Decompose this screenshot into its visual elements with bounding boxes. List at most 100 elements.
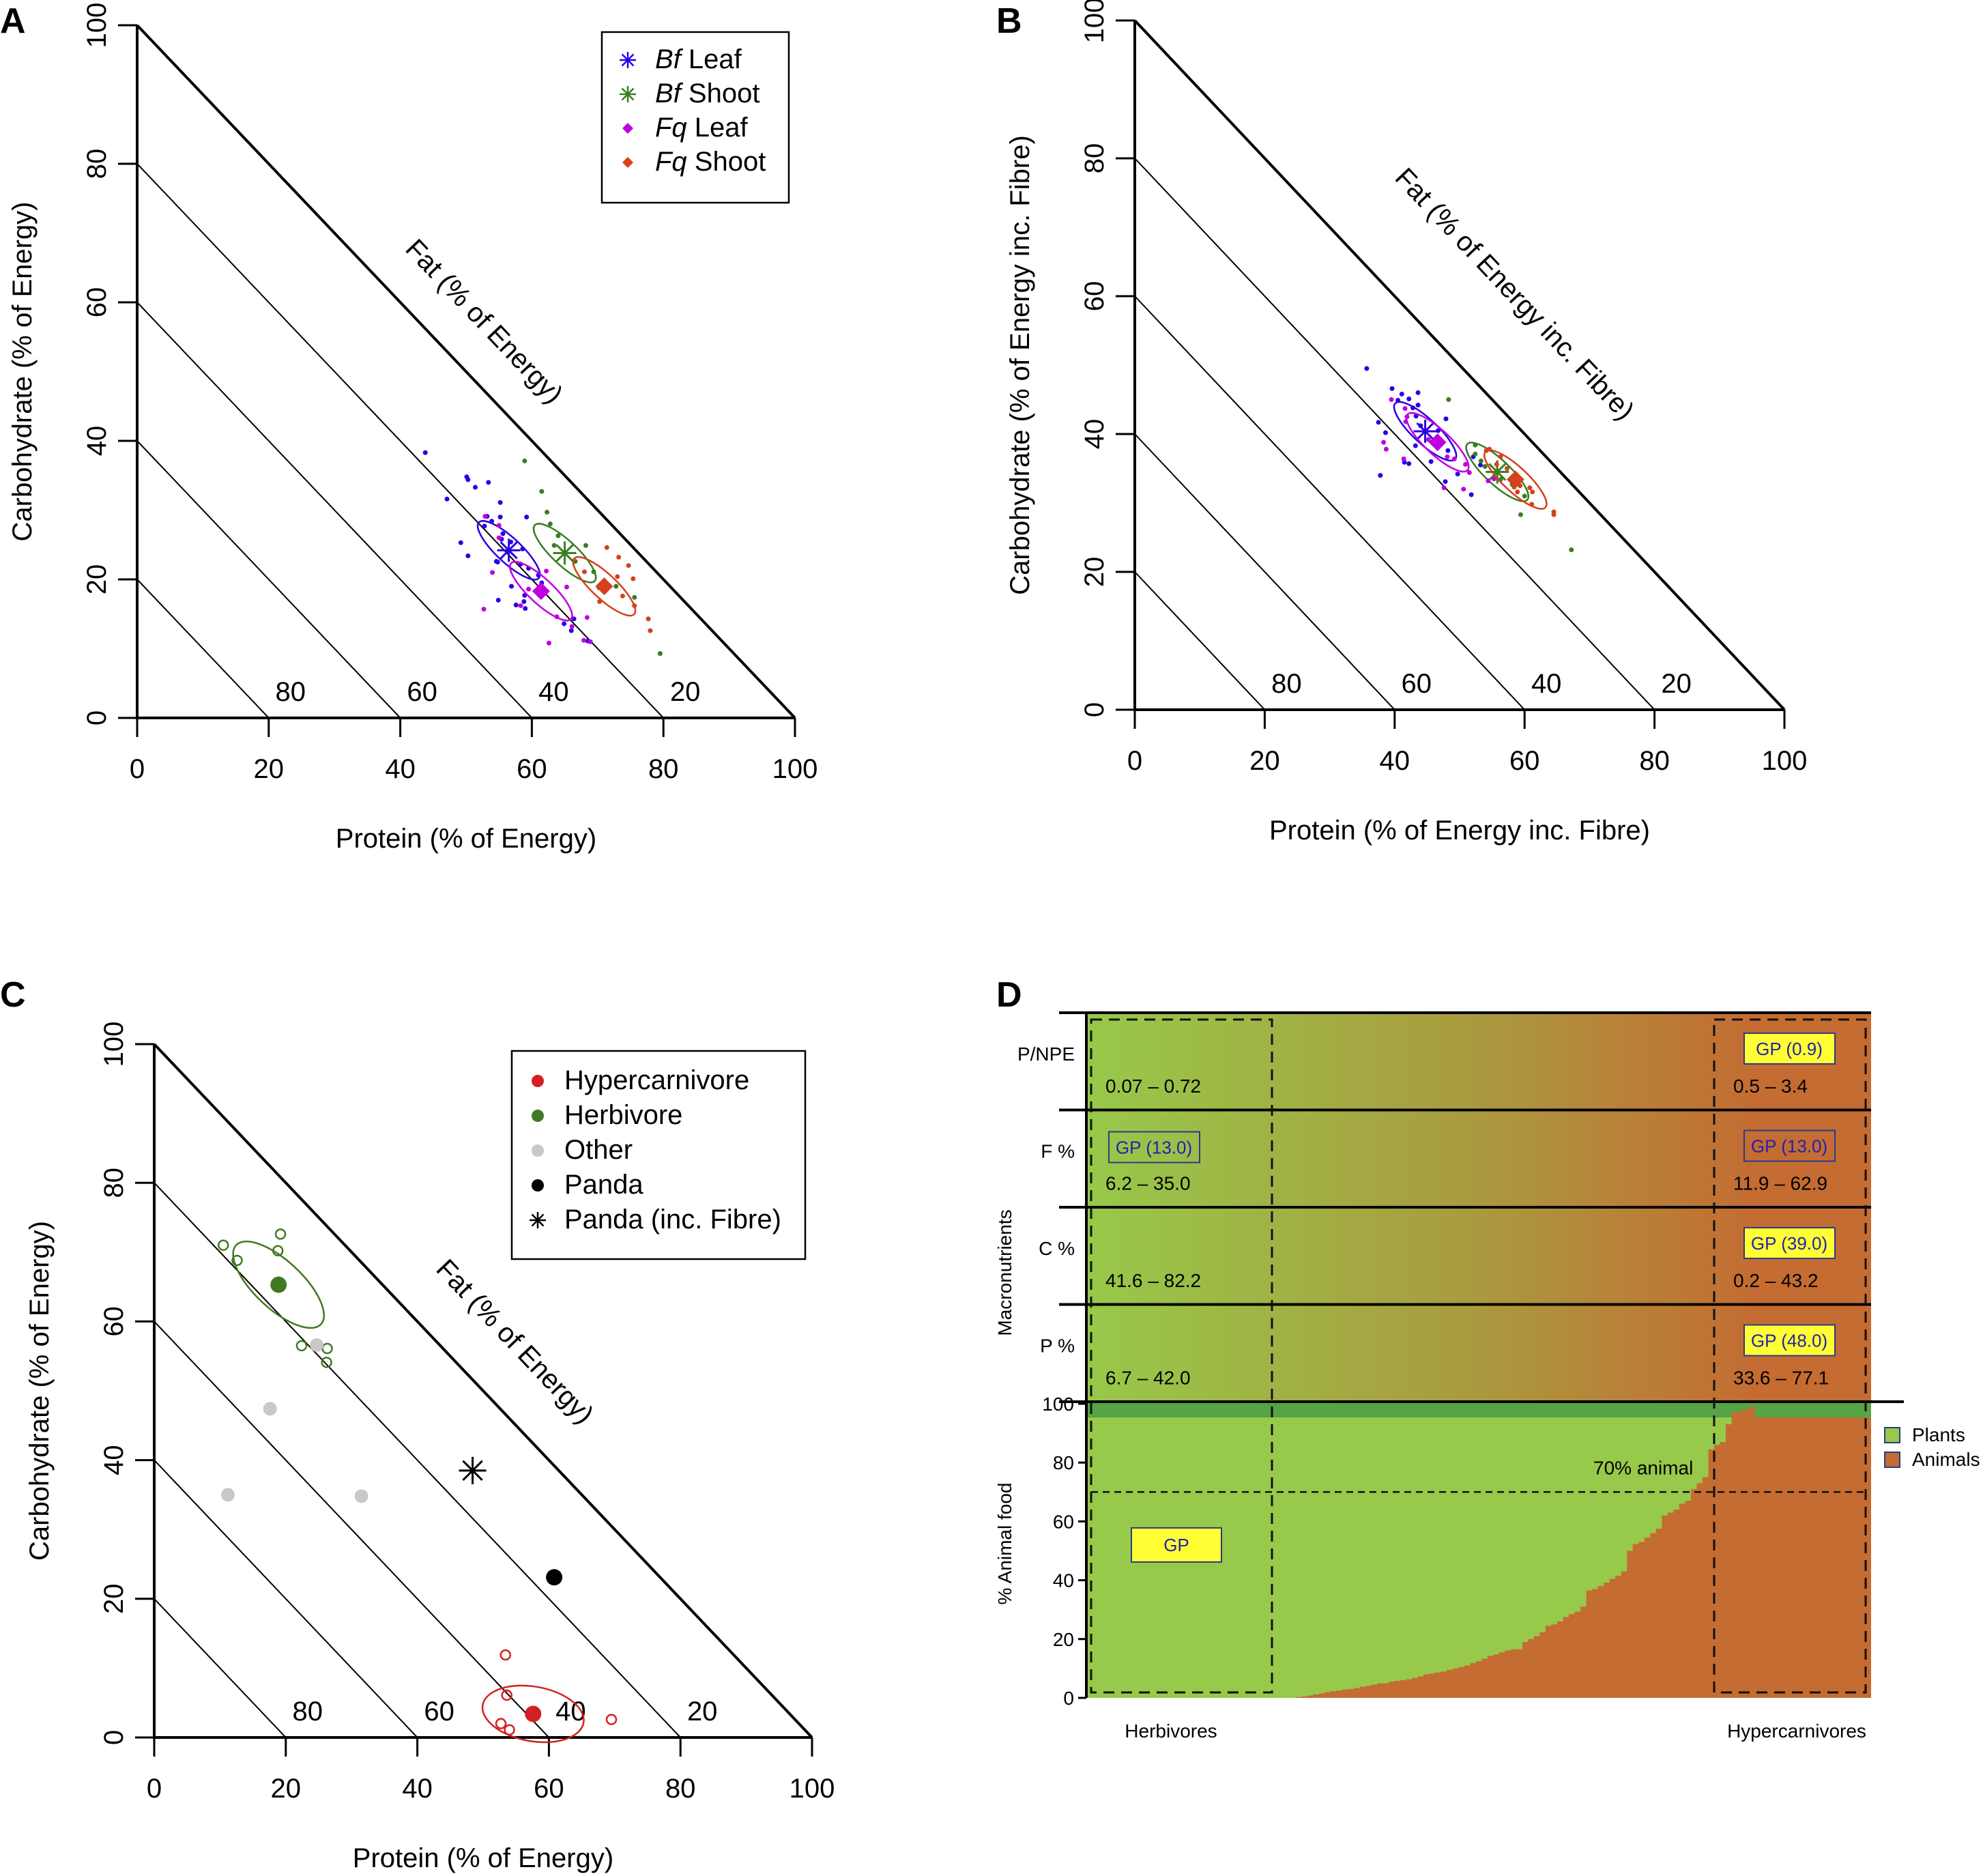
data-point <box>1569 547 1574 553</box>
legend-label-animals: Animals <box>1912 1449 1980 1470</box>
gp-herbivore-value: GP (13.0) <box>1116 1138 1192 1158</box>
legend-marker-asterisk-stroke <box>531 1213 545 1227</box>
panda-inc-fibre-point-stroke <box>462 1460 483 1482</box>
confidence-ellipse <box>481 1684 585 1744</box>
legend-entry-label: Herbivore <box>564 1100 682 1130</box>
data-point <box>1383 430 1388 435</box>
fat-isoline-40 <box>1134 295 1525 710</box>
x-tick-label: 80 <box>1639 746 1670 776</box>
gp-hypercarnivore-box <box>1743 1324 1836 1357</box>
data-point <box>1378 473 1383 478</box>
data-point <box>1364 366 1370 371</box>
data-point <box>495 560 500 565</box>
legend-entry-label: Hypercarnivore <box>564 1065 749 1095</box>
diagonal-fat-axis-title: Fat (% of Energy) <box>431 1254 600 1430</box>
series-panda-inc-fibre- <box>459 1456 487 1484</box>
data-point-open <box>321 1342 333 1355</box>
legend-entry-label: Bf Shoot <box>655 78 759 109</box>
legend-marker-asterisk-stroke <box>621 53 635 67</box>
y-tick-label: 60 <box>99 1306 129 1337</box>
data-point <box>646 616 651 622</box>
data-point-open <box>295 1340 308 1352</box>
y-tick-label: 60 <box>82 287 112 318</box>
data-point <box>522 458 527 463</box>
data-point <box>1415 403 1421 408</box>
y-tick-label: 0 <box>99 1730 129 1745</box>
legend-box <box>510 1050 807 1260</box>
data-point <box>518 603 523 609</box>
data-point <box>220 1488 235 1502</box>
data-point <box>620 593 625 598</box>
data-point <box>584 615 590 620</box>
data-point <box>444 496 450 502</box>
data-point <box>310 1338 324 1352</box>
data-point <box>546 1569 563 1586</box>
legend-species-abbrev: Fq <box>655 113 687 143</box>
data-point <box>604 545 609 550</box>
data-point <box>354 1489 368 1503</box>
panel-a-mixture-triangle: 0 20 40 60 80 100 0 20 40 60 80 100 80 60 40 20 Protein … <box>8 3 817 854</box>
fat-isoline-label: 80 <box>276 677 306 707</box>
hypercarnivore-range: 0.5 – 3.4 <box>1733 1076 1808 1097</box>
group-mean-asterisk <box>1413 419 1437 443</box>
data-point <box>422 450 428 455</box>
gp-hypercarnivore-value: GP (48.0) <box>1751 1331 1827 1351</box>
data-point <box>583 543 588 548</box>
y-axis-title-top: Macronutrients <box>994 1209 1015 1336</box>
fat-isoline-label: 60 <box>1402 669 1432 699</box>
hypercarnivore-range: 33.6 – 77.1 <box>1733 1368 1829 1389</box>
group-mean-diamond <box>1506 470 1524 489</box>
data-point <box>648 628 653 633</box>
row-label: P/NPE <box>1017 1043 1075 1065</box>
fat-isoline-40 <box>136 302 533 719</box>
hypotenuse-fat-0 <box>1133 19 1786 711</box>
group-mean-asterisk <box>497 538 521 562</box>
gp-hypercarnivore-box <box>1743 1227 1836 1259</box>
y-tick-label: 0 <box>1080 702 1110 717</box>
data-point <box>526 586 532 592</box>
group-mean-asterisk-stroke <box>1488 463 1507 481</box>
x-tick-label: 60 <box>534 1774 564 1804</box>
data-point <box>1494 461 1499 467</box>
data-point <box>486 480 491 485</box>
row-label: P % <box>1040 1336 1075 1357</box>
data-point <box>1473 451 1478 457</box>
hypercarnivore-dashed-box <box>1713 1018 1867 1694</box>
data-point <box>545 510 550 515</box>
fat-isoline-20 <box>1134 158 1655 710</box>
data-point <box>513 603 519 608</box>
series-fq-shoot <box>572 545 653 633</box>
confidence-ellipse <box>476 520 541 581</box>
row-label: C % <box>1039 1238 1075 1259</box>
data-point-open <box>217 1239 229 1251</box>
gp-herbivore-box <box>1108 1131 1200 1164</box>
data-point <box>1446 397 1451 402</box>
series-bf-shoot <box>522 458 663 656</box>
y-tick-label: 0 <box>82 710 112 725</box>
series-fq-leaf <box>1381 397 1496 492</box>
fat-isoline-label: 20 <box>687 1697 718 1727</box>
series-hypercarnivore <box>481 1649 618 1744</box>
data-point <box>613 583 619 589</box>
fat-isoline-label: 20 <box>670 677 701 707</box>
fat-isoline-80 <box>136 579 270 719</box>
data-point <box>1383 446 1389 452</box>
legend-marker-asterisk <box>530 1212 546 1228</box>
gp-hypercarnivore-box <box>1743 1129 1836 1162</box>
data-point <box>1463 461 1468 467</box>
data-point <box>465 477 471 482</box>
data-point-open <box>495 1718 507 1729</box>
y-tick-label: 20 <box>1080 557 1110 588</box>
legend-marker-diamond <box>622 157 633 168</box>
legend-marker-asterisk <box>620 86 636 102</box>
fat-isoline-label: 40 <box>1531 669 1562 699</box>
data-point <box>1425 437 1431 442</box>
data-point <box>1381 439 1387 445</box>
data-point <box>581 637 587 643</box>
legend-entry-label: Panda <box>564 1170 643 1200</box>
data-point <box>1413 443 1418 448</box>
x-tick-label: 0 <box>1127 746 1142 776</box>
